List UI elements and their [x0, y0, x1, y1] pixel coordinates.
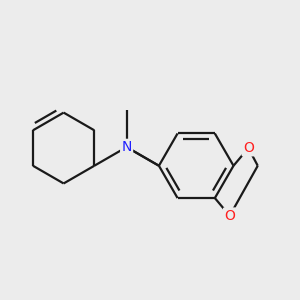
- Text: N: N: [122, 140, 132, 154]
- Text: O: O: [224, 209, 235, 223]
- Text: O: O: [243, 141, 254, 155]
